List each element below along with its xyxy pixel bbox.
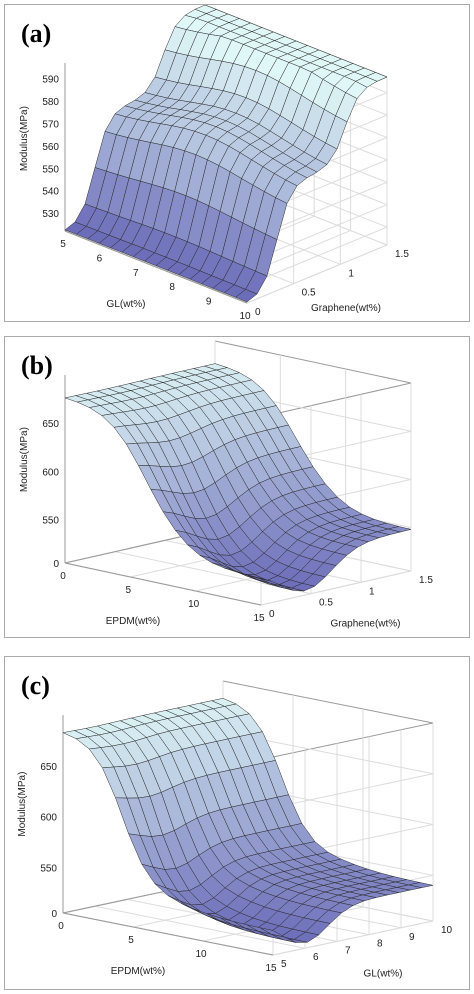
z-tick-label: 590 [42,75,59,86]
y-tick-label: 1 [348,268,354,279]
surface [64,5,388,303]
z-tick-label: 550 [42,516,59,527]
x-tick-label: 5 [128,935,134,946]
z-tick-label: 650 [40,762,57,773]
z-tick-label: 0 [51,909,57,920]
x-tick-label: 5 [60,239,66,250]
y-tick-label: 1.5 [419,575,433,586]
y-tick-label: 9 [409,932,415,943]
grid-line [260,570,412,606]
x-tick-label: 6 [97,253,103,264]
surface-patch [235,289,258,303]
y-tick-label: 6 [313,952,319,963]
panel-a: 5 6 7 8 9 10 0 0.5 1 1.5 530 540 550 560 570 580 590 GL(w… [4,4,470,322]
grid-line [94,905,306,949]
x-axis-title: EPDM(wt%) [111,966,165,977]
z-tick-label: 560 [42,142,59,153]
x-tick-label: 7 [133,268,139,279]
y-tick-label: 5 [281,959,287,970]
x-tick-label: 0 [58,921,64,932]
z-tick-label: 550 [40,863,57,874]
z-axis-title: Modulus(MPa) [17,772,28,837]
grid-line [246,244,388,304]
axis-edge [222,680,434,724]
x-tick-label: 0 [60,571,66,582]
axis-edge [260,382,412,418]
z-tick-label: 600 [42,467,59,478]
y-tick-label: 8 [377,939,383,950]
x-tick-label: 8 [169,282,175,293]
z-tick-label: 570 [42,119,59,130]
x-axis-line [64,230,248,304]
x-tick-label: 10 [188,599,200,610]
axis-edge [214,340,412,384]
surface [62,698,434,943]
y-tick-label: 0.5 [319,598,333,609]
panel-c: 0 5 10 15 5 6 7 8 9 10 0 550 600 650 EPDM(wt%) GL(wt%) M… [4,656,470,990]
panel-b: 0 5 10 15 0 0.5 1 1.5 0 550 600 650 EPDM(wt%) Graphen… [4,336,470,638]
panel-label-c: (c) [21,671,50,700]
grid-line [246,226,388,286]
surface-plot-c: 0 5 10 15 5 6 7 8 9 10 0 550 600 650 EPDM(wt%) GL(wt%) M… [17,680,453,980]
x-tick-label: 10 [239,311,251,322]
x-axis-line [62,912,274,956]
y-axis-title: Graphene(wt%) [311,303,381,314]
x-tick-label: 15 [265,963,277,974]
z-tick-label: 0 [53,559,59,570]
y-axis-title: Graphene(wt%) [330,618,400,629]
z-tick-label: 550 [42,164,59,175]
surface-plot-b: 0 5 10 15 0 0.5 1 1.5 0 550 600 650 EPDM(wt%) Graphen… [19,340,433,629]
x-axis-title: EPDM(wt%) [106,616,160,627]
x-tick-label: 9 [206,297,212,308]
y-tick-label: 0 [269,609,275,620]
x-axis-line [64,562,262,606]
z-axis-title: Modulus(MPa) [19,106,30,171]
surface [64,363,412,592]
surface-patch [248,575,272,582]
panel-label-b: (b) [21,351,53,380]
z-tick-label: 600 [40,813,57,824]
panel-label-a: (a) [21,19,52,48]
tick-labels: 0 5 10 15 0 0.5 1 1.5 0 550 600 650 EPDM(wt%) Graphen… [19,419,433,629]
surface-patch [259,927,285,938]
y-tick-label: 0 [255,307,261,318]
x-axis-title: GL(wt%) [107,299,146,310]
z-tick-label: 540 [42,187,59,198]
x-tick-label: 15 [253,613,265,624]
z-tick-label: 650 [42,419,59,430]
tick-labels: 5 6 7 8 9 10 0 0.5 1 1.5 530 540 550 560 570 580 590 GL(w… [19,75,409,322]
axis-edge [272,722,434,758]
z-axis-title: Modulus(MPa) [19,427,30,492]
y-tick-label: 1.5 [395,249,409,260]
tick-labels: 0 5 10 15 5 6 7 8 9 10 0 550 600 650 EPDM(wt%) GL(wt%) M… [17,762,453,980]
x-tick-label: 5 [126,585,132,596]
grid-line [272,920,434,956]
x-tick-label: 10 [195,949,207,960]
y-axis-title: GL(wt%) [364,968,403,979]
z-tick-label: 580 [42,97,59,108]
y-tick-label: 7 [345,945,351,956]
z-tick-label: 530 [42,209,59,220]
y-tick-label: 0.5 [302,288,316,299]
y-tick-label: 1 [369,586,375,597]
surface-plot-a: 5 6 7 8 9 10 0 0.5 1 1.5 530 540 550 560 570 580 590 GL(w… [19,5,409,322]
grid-line [272,773,434,809]
y-tick-label: 10 [441,925,453,936]
